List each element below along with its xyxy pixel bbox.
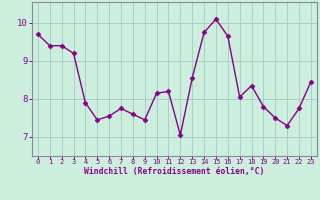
X-axis label: Windchill (Refroidissement éolien,°C): Windchill (Refroidissement éolien,°C) xyxy=(84,167,265,176)
